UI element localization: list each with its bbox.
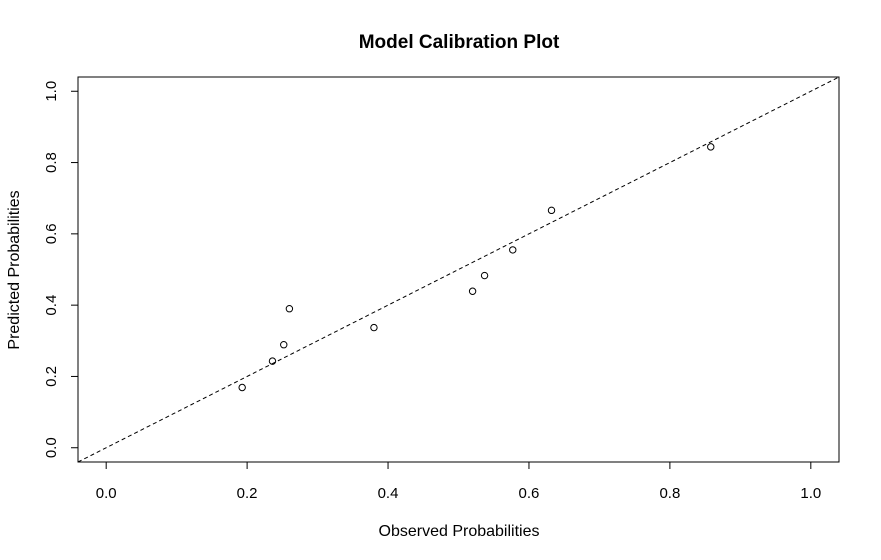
data-point (468, 287, 477, 295)
data-point (268, 357, 277, 365)
x-axis-label: Observed Probabilities (379, 523, 540, 540)
chart-title: Model Calibration Plot (359, 32, 560, 53)
data-point (370, 323, 378, 332)
y-tick-label: 0.0 (43, 437, 60, 458)
data-point (707, 143, 715, 151)
data-point (238, 383, 246, 392)
y-axis-label: Predicted Probabilities (6, 190, 23, 349)
data-points (238, 143, 715, 392)
x-tick-label: 0.0 (96, 485, 117, 502)
y-tick-label: 0.2 (43, 366, 60, 387)
y-tick-label: 0.8 (43, 152, 60, 173)
x-tick-label: 0.8 (659, 485, 680, 502)
y-tick-label: 0.6 (43, 223, 60, 244)
data-point (480, 271, 489, 280)
x-tick-label: 0.4 (378, 485, 399, 502)
data-point (509, 246, 517, 254)
x-tick-label: 0.6 (519, 485, 540, 502)
x-tick-label: 1.0 (800, 485, 821, 502)
data-point (280, 341, 288, 349)
reference-line-group (77, 76, 840, 463)
data-point (547, 206, 556, 215)
y-tick-label: 0.4 (43, 295, 60, 316)
axis-ticks: 0.0 0.2 0.4 0.6 0.8 1.0 0.0 0.2 0.4 0.6 0.8 1.0 (43, 81, 821, 502)
data-point (285, 305, 294, 313)
x-tick-label: 0.2 (237, 485, 258, 502)
y-tick-label: 1.0 (43, 81, 60, 102)
reference-line (77, 76, 840, 463)
